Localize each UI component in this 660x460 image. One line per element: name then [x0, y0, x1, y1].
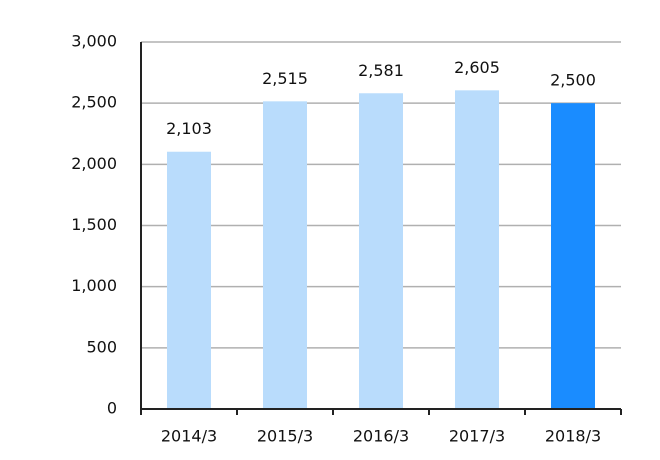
x-tick-label: 2017/3 [449, 427, 505, 446]
y-tick-label: 500 [86, 337, 117, 356]
y-tick-label: 2,500 [71, 93, 117, 112]
value-label: 2,605 [454, 58, 500, 77]
value-label: 2,515 [262, 69, 308, 88]
y-tick-label: 0 [107, 399, 117, 418]
y-tick-label: 1,500 [71, 215, 117, 234]
bar [359, 93, 403, 410]
x-tick-label: 2018/3 [545, 427, 601, 446]
x-tick-label: 2014/3 [161, 427, 217, 446]
bar [263, 101, 307, 409]
bar [455, 90, 499, 410]
value-label: 2,581 [358, 61, 404, 80]
x-tick-label: 2016/3 [353, 427, 409, 446]
y-tick-label: 1,000 [71, 276, 117, 295]
x-tick-label: 2015/3 [257, 427, 313, 446]
bar [551, 103, 595, 410]
value-label: 2,500 [550, 71, 596, 90]
bar [167, 151, 211, 409]
y-tick-label: 2,000 [71, 154, 117, 173]
y-tick-label: 3,000 [71, 32, 117, 51]
value-label: 2,103 [166, 119, 212, 138]
